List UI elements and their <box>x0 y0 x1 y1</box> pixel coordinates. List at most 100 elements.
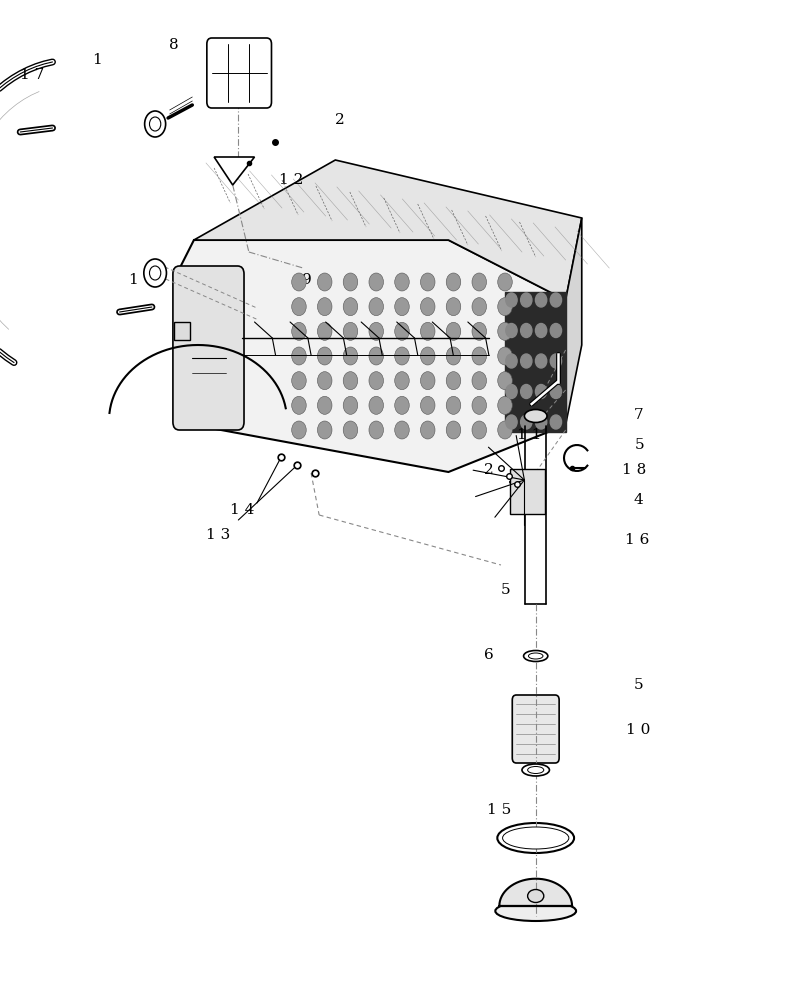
Circle shape <box>343 372 358 390</box>
Circle shape <box>536 385 547 399</box>
Circle shape <box>318 372 332 390</box>
Circle shape <box>550 415 562 429</box>
Circle shape <box>520 415 532 429</box>
Circle shape <box>520 385 532 399</box>
Circle shape <box>420 273 435 291</box>
Circle shape <box>369 372 384 390</box>
Circle shape <box>369 421 384 439</box>
FancyBboxPatch shape <box>207 38 271 108</box>
Circle shape <box>420 298 435 316</box>
Circle shape <box>498 322 512 340</box>
Circle shape <box>446 273 461 291</box>
Circle shape <box>292 347 306 365</box>
Circle shape <box>318 273 332 291</box>
Circle shape <box>318 421 332 439</box>
Text: 1 5: 1 5 <box>487 803 511 817</box>
Circle shape <box>318 347 332 365</box>
Circle shape <box>506 354 517 368</box>
Polygon shape <box>194 160 582 300</box>
Circle shape <box>343 322 358 340</box>
Circle shape <box>292 322 306 340</box>
Circle shape <box>343 298 358 316</box>
Circle shape <box>292 372 306 390</box>
Text: 1 3: 1 3 <box>206 528 230 542</box>
Text: 5: 5 <box>633 678 643 692</box>
Circle shape <box>144 259 166 287</box>
Ellipse shape <box>524 410 547 422</box>
Text: 4: 4 <box>633 493 643 507</box>
Circle shape <box>292 396 306 414</box>
Circle shape <box>343 396 358 414</box>
Text: 1 0: 1 0 <box>626 723 650 737</box>
Circle shape <box>536 354 547 368</box>
Circle shape <box>446 421 461 439</box>
Circle shape <box>536 293 547 307</box>
Circle shape <box>395 298 410 316</box>
Ellipse shape <box>524 650 548 662</box>
Circle shape <box>149 117 161 131</box>
Polygon shape <box>499 879 572 906</box>
Circle shape <box>498 396 512 414</box>
Circle shape <box>498 273 512 291</box>
Ellipse shape <box>522 764 549 776</box>
Circle shape <box>395 347 410 365</box>
Ellipse shape <box>503 827 569 849</box>
Circle shape <box>506 385 517 399</box>
Circle shape <box>395 322 410 340</box>
Circle shape <box>498 298 512 316</box>
Circle shape <box>446 347 461 365</box>
Circle shape <box>395 372 410 390</box>
Text: 1: 1 <box>128 273 138 287</box>
Circle shape <box>506 324 517 338</box>
Text: 6: 6 <box>484 648 494 662</box>
Circle shape <box>498 347 512 365</box>
Bar <box>174 322 190 340</box>
Text: 8: 8 <box>169 38 179 52</box>
Circle shape <box>420 372 435 390</box>
Text: 1: 1 <box>92 53 102 67</box>
Circle shape <box>550 385 562 399</box>
Polygon shape <box>566 218 582 425</box>
Text: 2: 2 <box>484 463 494 477</box>
Circle shape <box>369 273 384 291</box>
Circle shape <box>343 421 358 439</box>
Circle shape <box>498 421 512 439</box>
Circle shape <box>343 273 358 291</box>
Circle shape <box>520 354 532 368</box>
Circle shape <box>369 322 384 340</box>
Circle shape <box>472 372 486 390</box>
Text: 1 6: 1 6 <box>625 533 649 547</box>
Circle shape <box>369 396 384 414</box>
Circle shape <box>550 354 562 368</box>
Circle shape <box>318 396 332 414</box>
Circle shape <box>536 415 547 429</box>
Circle shape <box>550 324 562 338</box>
Text: 2: 2 <box>335 113 344 127</box>
Bar <box>505 292 566 432</box>
Polygon shape <box>214 157 255 185</box>
Circle shape <box>446 298 461 316</box>
Ellipse shape <box>498 823 574 853</box>
Text: 3: 3 <box>508 473 518 487</box>
Circle shape <box>292 298 306 316</box>
FancyBboxPatch shape <box>512 695 559 763</box>
Circle shape <box>318 298 332 316</box>
Circle shape <box>145 111 166 137</box>
Circle shape <box>420 396 435 414</box>
Polygon shape <box>178 240 566 472</box>
Circle shape <box>472 298 486 316</box>
Text: 1 8: 1 8 <box>622 463 646 477</box>
Circle shape <box>506 293 517 307</box>
Text: 5: 5 <box>635 438 645 452</box>
Circle shape <box>472 396 486 414</box>
Circle shape <box>420 322 435 340</box>
Circle shape <box>520 324 532 338</box>
Circle shape <box>446 322 461 340</box>
Text: 1 1: 1 1 <box>517 428 541 442</box>
Text: 9: 9 <box>302 273 312 287</box>
Circle shape <box>472 421 486 439</box>
Ellipse shape <box>528 766 544 774</box>
FancyBboxPatch shape <box>173 266 244 430</box>
Circle shape <box>520 293 532 307</box>
Circle shape <box>420 347 435 365</box>
